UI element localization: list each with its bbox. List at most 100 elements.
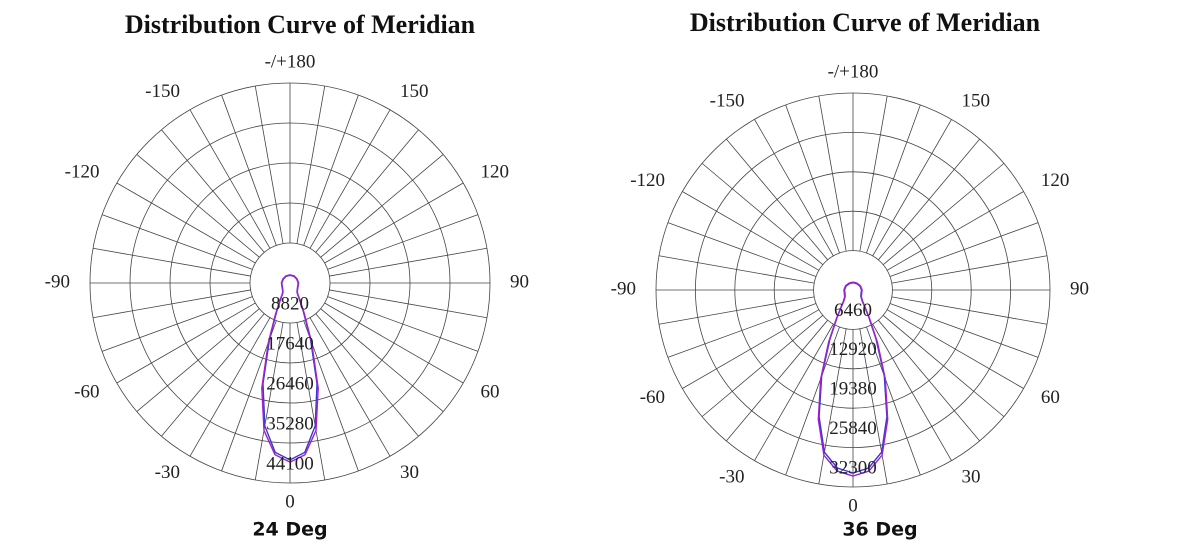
radial-label: 17640: [266, 333, 314, 354]
spoke: [886, 191, 1024, 271]
radial-label: 26460: [266, 373, 314, 394]
spoke: [161, 313, 265, 437]
radial-label: 19380: [829, 379, 877, 400]
spoke: [136, 308, 260, 412]
angle-label: 90: [510, 271, 529, 292]
chart-title: Distribution Curve of Meridian: [125, 10, 476, 39]
angle-label: -30: [155, 462, 180, 483]
spoke: [891, 296, 1048, 325]
spoke: [116, 302, 256, 384]
angle-label: -60: [640, 387, 665, 408]
angle-label: 0: [285, 491, 295, 512]
angle-label: -120: [65, 161, 100, 182]
angle-label: 60: [1041, 387, 1060, 408]
spoke: [701, 315, 824, 417]
radial-label: 25840: [829, 418, 877, 439]
spoke: [667, 222, 817, 277]
spoke: [872, 119, 952, 257]
angle-label: 150: [400, 81, 429, 102]
angle-label: -/+180: [265, 51, 316, 72]
intensity-curve: [261, 274, 319, 463]
angle-label: 150: [962, 90, 991, 111]
spoke: [726, 138, 828, 261]
spoke: [859, 328, 888, 485]
spoke: [327, 214, 479, 270]
spoke: [882, 163, 1005, 265]
spoke: [324, 182, 464, 264]
angle-label: 60: [481, 381, 500, 402]
radial-label: 44100: [266, 453, 314, 474]
spoke: [327, 296, 479, 352]
spoke: [309, 317, 391, 457]
spoke: [701, 163, 824, 265]
spoke: [254, 322, 284, 481]
angle-label: 120: [1041, 170, 1070, 191]
radial-label: 6460: [834, 300, 872, 321]
spoke: [221, 94, 277, 246]
spoke: [889, 303, 1039, 358]
spoke: [329, 289, 488, 319]
spoke: [658, 255, 815, 284]
spoke: [309, 109, 391, 249]
radial-label: 35280: [266, 413, 314, 434]
angle-label: -150: [145, 81, 180, 102]
angle-label: -120: [630, 170, 665, 191]
angle-label: -90: [611, 278, 636, 299]
angle-label: 0: [848, 495, 858, 516]
spoke: [92, 247, 251, 277]
spoke: [320, 154, 444, 258]
spoke: [315, 313, 419, 437]
spoke: [92, 289, 251, 319]
spoke: [315, 129, 419, 253]
spoke: [296, 322, 326, 481]
spoke: [754, 323, 834, 461]
caption: 36 Deg: [842, 519, 917, 541]
spoke: [891, 255, 1048, 284]
spoke: [667, 303, 817, 358]
spoke: [254, 85, 284, 244]
radial-label: 12920: [829, 339, 877, 360]
spoke: [754, 119, 834, 257]
spoke: [189, 317, 271, 457]
spoke: [320, 308, 444, 412]
spoke: [136, 154, 260, 258]
angle-label: 30: [400, 462, 419, 483]
angle-label: -60: [74, 381, 99, 402]
angle-label: -/+180: [828, 61, 879, 82]
radial-label: 32300: [829, 457, 877, 478]
spoke: [859, 95, 888, 252]
spoke: [303, 94, 359, 246]
spoke: [329, 247, 488, 277]
spoke: [101, 296, 253, 352]
spoke: [866, 104, 921, 254]
spoke: [116, 182, 256, 264]
spoke: [818, 95, 847, 252]
spoke: [889, 222, 1039, 277]
angle-label: 90: [1070, 278, 1089, 299]
spoke: [878, 319, 980, 442]
angle-label: -90: [45, 271, 70, 292]
chart-title: Distribution Curve of Meridian: [690, 8, 1041, 37]
angle-label: -150: [710, 90, 745, 111]
intensity-curve: [817, 281, 889, 477]
spoke: [682, 309, 820, 389]
spoke: [882, 315, 1005, 417]
spoke: [866, 326, 921, 476]
angle-label: -30: [719, 466, 744, 487]
spoke: [726, 319, 828, 442]
spoke: [101, 214, 253, 270]
radial-label: 8820: [271, 293, 309, 314]
spoke: [785, 326, 840, 476]
angle-label: 30: [962, 466, 981, 487]
spoke: [886, 309, 1024, 389]
angle-label: 120: [481, 161, 510, 182]
spoke: [189, 109, 271, 249]
spoke: [161, 129, 265, 253]
spoke: [296, 85, 326, 244]
caption: 24 Deg: [252, 519, 327, 541]
spoke: [658, 296, 815, 325]
spoke: [324, 302, 464, 384]
spoke: [872, 323, 952, 461]
spoke: [818, 328, 847, 485]
